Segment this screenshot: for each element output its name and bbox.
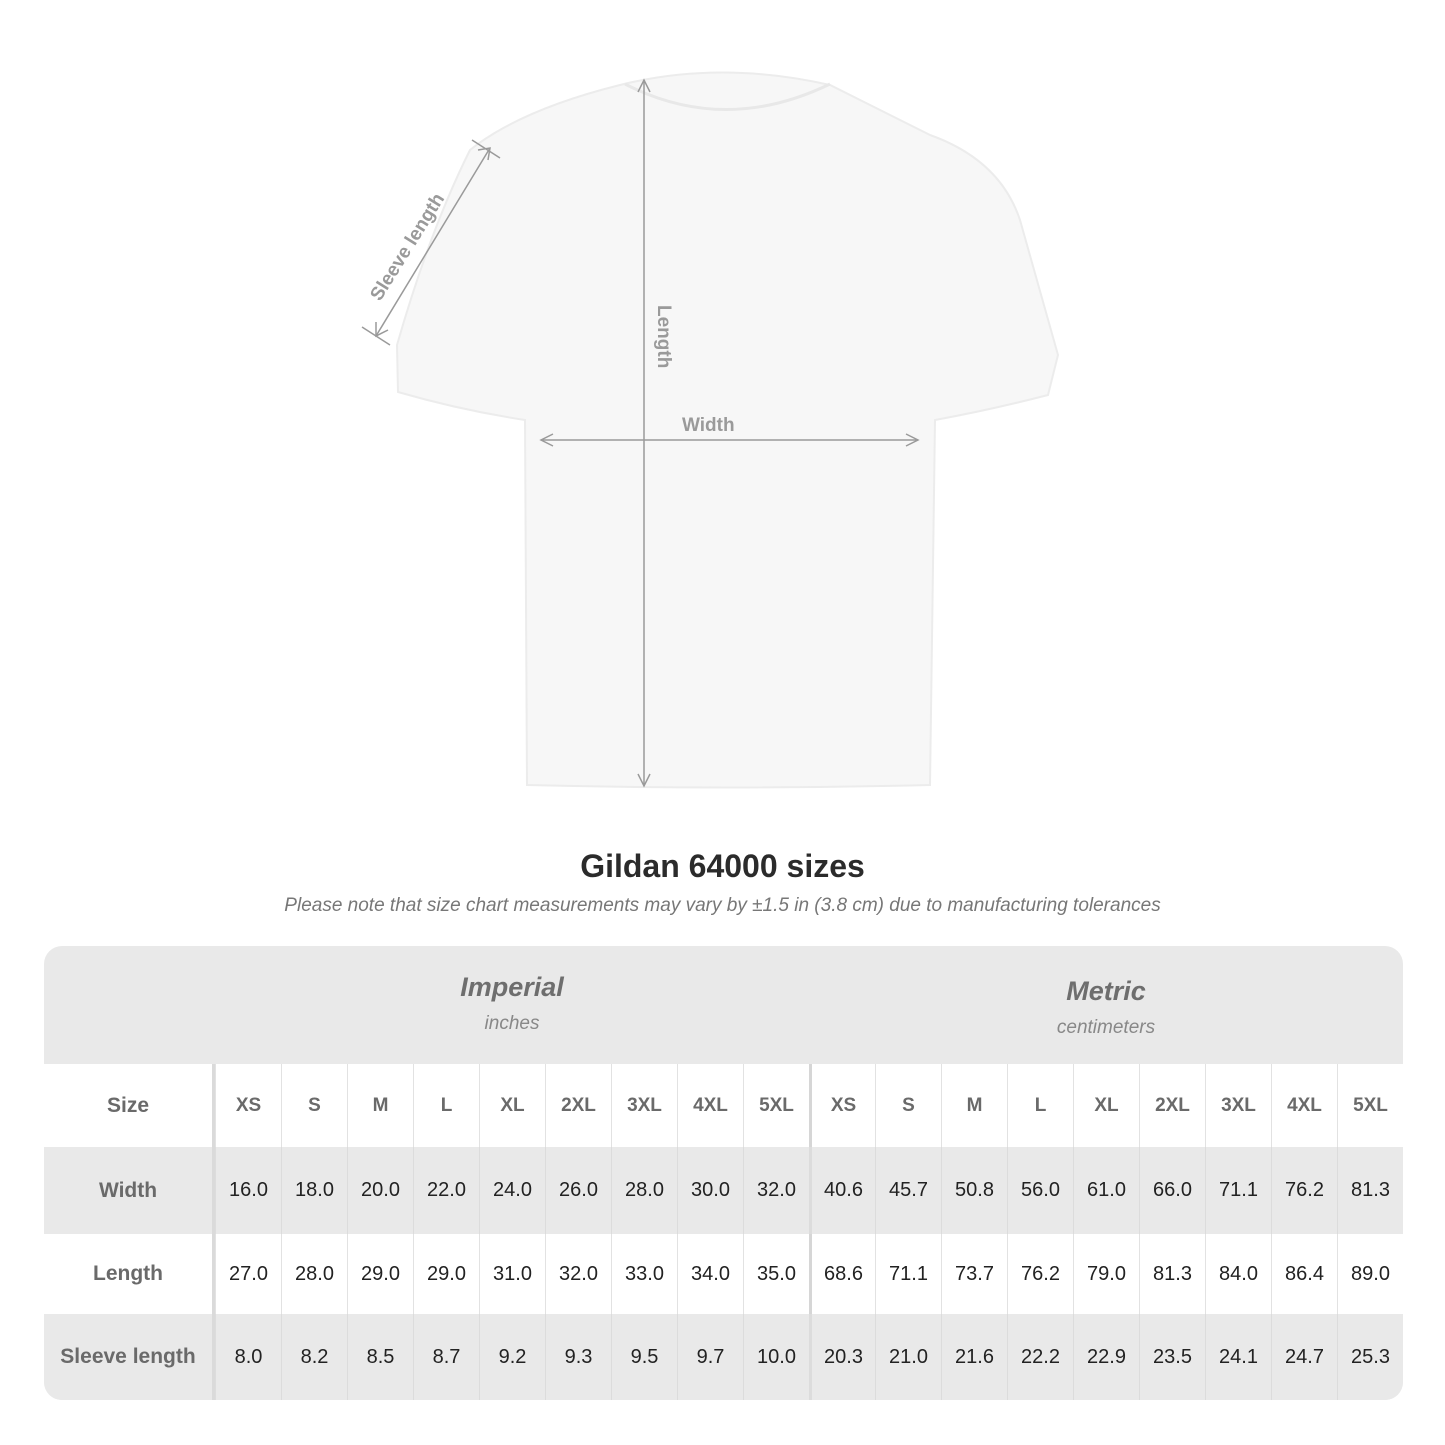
metric-label: Metric (1066, 976, 1146, 1006)
table-cell: 86.4 (1271, 1234, 1337, 1314)
table-row: Sleeve length 8.0 8.2 8.5 8.7 9.2 9.3 9.5 9.7 10.… (44, 1314, 1403, 1400)
table-cell: 35.0 (743, 1234, 809, 1314)
table-cell: 29.0 (413, 1234, 479, 1314)
sleeve-arrow (375, 147, 491, 337)
table-cell: 73.7 (941, 1234, 1007, 1314)
table-cell: 89.0 (1337, 1234, 1403, 1314)
table-cell: 32.0 (545, 1234, 611, 1314)
table-cell: 8.2 (281, 1314, 347, 1400)
imperial-unit: inches (484, 1013, 540, 1034)
size-header-l: L (413, 1064, 479, 1147)
table-cell: 9.3 (545, 1314, 611, 1400)
size-header-m: M (941, 1064, 1007, 1147)
table-cell: 66.0 (1139, 1147, 1205, 1234)
table-cell: 22.0 (413, 1147, 479, 1234)
width-label: Width (682, 415, 735, 436)
table-cell: 20.3 (809, 1314, 875, 1400)
table-cell: 29.0 (347, 1234, 413, 1314)
table-cell: 76.2 (1007, 1234, 1073, 1314)
size-header-s: S (281, 1064, 347, 1147)
table-cell: 68.6 (809, 1234, 875, 1314)
table-cell: 61.0 (1073, 1147, 1139, 1234)
row-label: Sleeve length (44, 1314, 215, 1400)
size-header-xl: XL (479, 1064, 545, 1147)
table-row: Width 16.0 18.0 20.0 22.0 24.0 26.0 28.0 30.0 32.… (44, 1147, 1403, 1234)
table-cell: 71.1 (875, 1234, 941, 1314)
table-cell: 56.0 (1007, 1147, 1073, 1234)
size-header-2xl: 2XL (545, 1064, 611, 1147)
tshirt-diagram: Sleeve length Length Width (361, 71, 1060, 789)
table-cell: 81.3 (1139, 1234, 1205, 1314)
table-cell: 40.6 (809, 1147, 875, 1234)
size-header-2xl: 2XL (1139, 1064, 1205, 1147)
size-header-xs: XS (809, 1064, 875, 1147)
table-cell: 24.0 (479, 1147, 545, 1234)
table-cell: 9.7 (677, 1314, 743, 1400)
table-cell: 76.2 (1271, 1147, 1337, 1234)
size-header-xs: XS (215, 1064, 281, 1147)
size-header-m: M (347, 1064, 413, 1147)
table-cell: 45.7 (875, 1147, 941, 1234)
size-header-s: S (875, 1064, 941, 1147)
table-cell: 71.1 (1205, 1147, 1271, 1234)
table-cell: 28.0 (611, 1147, 677, 1234)
metric-unit: centimeters (1056, 1017, 1156, 1038)
table-cell: 34.0 (677, 1234, 743, 1314)
page-title: Gildan 64000 sizes (580, 848, 865, 884)
metric-header: Metric centimeters (809, 946, 1403, 1064)
table-cell: 33.0 (611, 1234, 677, 1314)
table-cell: 22.9 (1073, 1314, 1139, 1400)
table-cell: 24.7 (1271, 1314, 1337, 1400)
imperial-label: Imperial (460, 972, 564, 1002)
size-header-3xl: 3XL (611, 1064, 677, 1147)
table-cell: 30.0 (677, 1147, 743, 1234)
table-cell: 84.0 (1205, 1234, 1271, 1314)
length-label: Length (653, 305, 674, 368)
table-cell: 27.0 (215, 1234, 281, 1314)
size-header-4xl: 4XL (1271, 1064, 1337, 1147)
table-cell: 8.0 (215, 1314, 281, 1400)
table-cell: 81.3 (1337, 1147, 1403, 1234)
table-cell: 26.0 (545, 1147, 611, 1234)
table-row: Length 27.0 28.0 29.0 29.0 31.0 32.0 33.0 34.0 35… (44, 1234, 1403, 1314)
table-cell: 23.5 (1139, 1314, 1205, 1400)
table-cell: 25.3 (1337, 1314, 1403, 1400)
table-cell: 9.5 (611, 1314, 677, 1400)
table-cell: 28.0 (281, 1234, 347, 1314)
row-label: Length (44, 1234, 215, 1314)
table-cell: 8.7 (413, 1314, 479, 1400)
size-header-l: L (1007, 1064, 1073, 1147)
size-row: Size XS S M L XL 2XL 3XL 4XL 5XL XS S M L XL 2XL 3XL 4XL… (44, 1064, 1403, 1147)
row-label: Width (44, 1147, 215, 1234)
table-cell: 9.2 (479, 1314, 545, 1400)
table-cell: 21.0 (875, 1314, 941, 1400)
size-header-5xl: 5XL (1337, 1064, 1403, 1147)
size-table: Imperial inches Metric centimeters Size … (44, 946, 1403, 1400)
table-cell: 10.0 (743, 1314, 809, 1400)
size-label: Size (44, 1064, 215, 1147)
size-header-xl: XL (1073, 1064, 1139, 1147)
imperial-header: Imperial inches (215, 946, 809, 1064)
size-header-5xl: 5XL (743, 1064, 809, 1147)
table-cell: 50.8 (941, 1147, 1007, 1234)
table-cell: 18.0 (281, 1147, 347, 1234)
table-cell: 31.0 (479, 1234, 545, 1314)
table-cell: 8.5 (347, 1314, 413, 1400)
size-header-4xl: 4XL (677, 1064, 743, 1147)
table-cell: 79.0 (1073, 1234, 1139, 1314)
table-cell: 16.0 (215, 1147, 281, 1234)
table-cell: 22.2 (1007, 1314, 1073, 1400)
table-cell: 32.0 (743, 1147, 809, 1234)
table-cell: 20.0 (347, 1147, 413, 1234)
table-cell: 24.1 (1205, 1314, 1271, 1400)
tolerance-note: Please note that size chart measurements… (284, 895, 1161, 916)
table-cell: 21.6 (941, 1314, 1007, 1400)
size-header-3xl: 3XL (1205, 1064, 1271, 1147)
tshirt-shape (395, 71, 1060, 789)
